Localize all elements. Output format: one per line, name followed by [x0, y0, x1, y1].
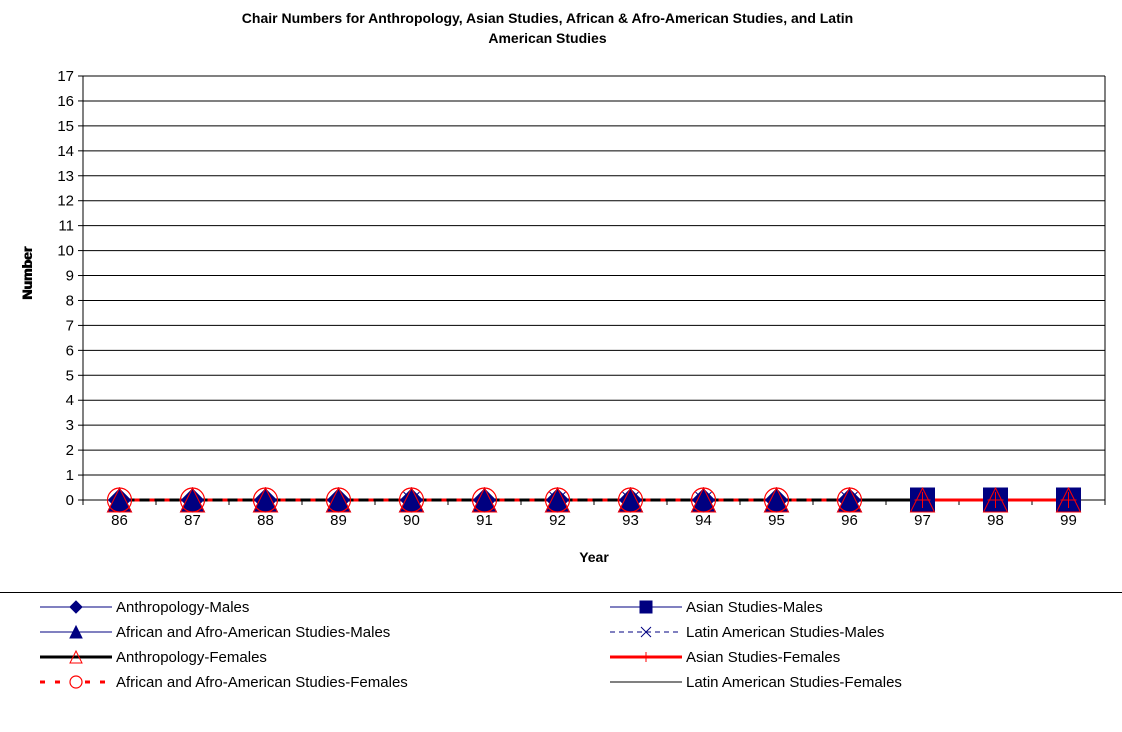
legend-item: Anthropology-Females — [38, 645, 267, 669]
y-tick-label: 0 — [66, 492, 74, 509]
data-point — [622, 491, 639, 509]
x-tick-label: 87 — [184, 512, 201, 529]
legend-item: Latin American Studies-Males — [608, 620, 884, 644]
y-tick-label: 13 — [57, 168, 74, 185]
data-point — [763, 487, 790, 513]
x-tick-label: 93 — [622, 512, 639, 529]
y-tick-label: 17 — [57, 68, 74, 85]
legend-marker — [69, 675, 83, 689]
y-tick-label: 2 — [66, 442, 74, 459]
data-point — [1060, 492, 1077, 508]
y-tick-label: 11 — [58, 218, 74, 235]
chart-title: Chair Numbers for Anthropology, Asian St… — [0, 8, 1095, 48]
x-tick-label: 95 — [768, 512, 785, 529]
legend-marker — [69, 600, 83, 614]
y-tick-label: 3 — [66, 417, 74, 434]
data-point — [836, 487, 863, 513]
legend-marker — [69, 649, 83, 664]
legend-swatch — [610, 681, 682, 683]
legend-marker — [641, 652, 651, 662]
data-point — [841, 491, 858, 509]
legend-swatch — [40, 624, 112, 639]
x-tick-label: 86 — [111, 512, 128, 529]
legend-item: African and Afro-American Studies-Female… — [38, 670, 408, 694]
data-point — [252, 487, 279, 513]
y-tick-label: 1 — [66, 467, 74, 484]
y-tick-label: 15 — [57, 118, 74, 135]
legend-label: Latin American Studies-Females — [686, 673, 902, 691]
legend-swatch — [610, 600, 682, 614]
legend-marker — [640, 626, 652, 638]
data-point — [695, 491, 712, 509]
data-point — [106, 487, 133, 513]
x-tick-label: 94 — [695, 512, 712, 529]
chart-title-line-1: Chair Numbers for Anthropology, Asian St… — [241, 10, 854, 26]
legend-divider — [0, 592, 1122, 593]
legend-label: African and Afro-American Studies-Males — [116, 623, 391, 641]
x-tick-label: 89 — [330, 512, 347, 529]
x-tick-label: 92 — [549, 512, 566, 529]
legend: Anthropology-Males Asian Studies-Males Afr… — [0, 596, 1122, 732]
y-tick-label: 16 — [57, 93, 74, 110]
y-tick-label: 9 — [66, 268, 74, 285]
series-markers-5 — [914, 492, 1077, 508]
x-axis-label: Year — [579, 549, 609, 565]
series-markers-6 — [106, 487, 863, 513]
x-tick-label: 98 — [987, 512, 1004, 529]
data-point — [325, 487, 352, 513]
data-point — [549, 491, 566, 509]
legend-item: Latin American Studies-Females — [608, 670, 902, 694]
x-tick-label: 88 — [257, 512, 274, 529]
chart-title-line-2: American Studies — [488, 30, 607, 46]
data-point — [914, 492, 931, 508]
legend-item: Asian Studies-Females — [608, 645, 840, 669]
data-point — [690, 487, 717, 513]
data-point — [179, 487, 206, 513]
legend-label: African and Afro-American Studies-Female… — [116, 673, 408, 691]
y-tick-label: 4 — [66, 392, 74, 409]
legend-marker — [69, 624, 83, 639]
y-tick-label: 10 — [57, 243, 74, 260]
y-tick-label: 7 — [66, 317, 74, 334]
legend-marker-bg — [69, 675, 83, 689]
legend-swatch — [40, 675, 112, 689]
legend-swatch — [40, 649, 112, 664]
x-tick-label: 97 — [914, 512, 931, 529]
y-tick-label: 6 — [66, 342, 74, 359]
y-tick-label: 5 — [66, 367, 74, 384]
x-tick-label: 99 — [1060, 512, 1077, 529]
legend-label: Asian Studies-Males — [686, 598, 823, 616]
data-point — [617, 487, 644, 513]
x-tick-label: 90 — [403, 512, 420, 529]
legend-label: Latin American Studies-Males — [686, 623, 885, 641]
x-tick-label: 91 — [476, 512, 493, 529]
legend-swatch — [40, 600, 112, 614]
data-point — [403, 491, 420, 509]
y-tick-label: 8 — [66, 292, 74, 309]
legend-item: Anthropology-Males — [38, 595, 249, 619]
series-markers-3 — [403, 491, 858, 509]
legend-label: Anthropology-Males — [116, 598, 250, 616]
data-point — [471, 487, 498, 513]
y-tick-label: 14 — [57, 143, 74, 160]
data-point — [544, 487, 571, 513]
x-tick-label: 96 — [841, 512, 858, 529]
legend-label: Anthropology-Females — [116, 648, 267, 666]
data-point — [398, 487, 425, 513]
legend-swatch — [610, 652, 682, 662]
legend-item: African and Afro-American Studies-Males — [38, 620, 390, 644]
legend-item: Asian Studies-Males — [608, 595, 823, 619]
data-point — [987, 492, 1004, 508]
legend-swatch — [610, 626, 682, 638]
legend-label: Asian Studies-Females — [686, 648, 841, 666]
y-tick-label: 12 — [57, 193, 74, 210]
legend-marker — [639, 600, 653, 614]
